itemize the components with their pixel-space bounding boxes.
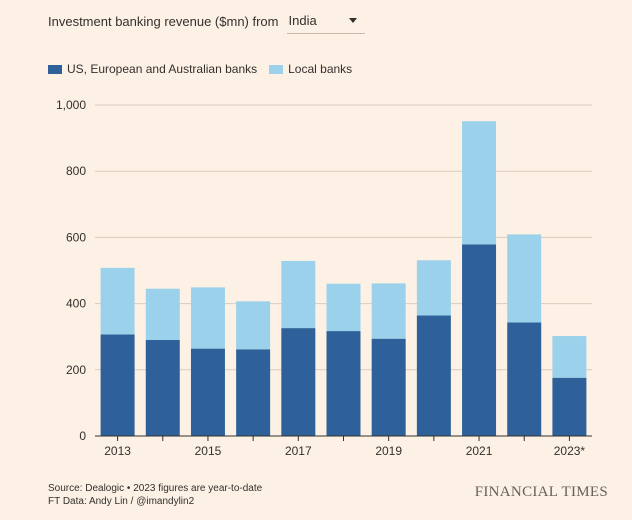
bar-local-2021 bbox=[462, 121, 497, 245]
legend-item-foreign: US, European and Australian banks bbox=[48, 62, 257, 76]
credit-note: FT Data: Andy Lin / @imandylin2 bbox=[48, 496, 195, 507]
y-tick-label: 600 bbox=[66, 230, 86, 244]
x-tick-label: 2023* bbox=[554, 444, 586, 458]
legend: US, European and Australian banks Local … bbox=[48, 62, 364, 76]
bar-local-2015 bbox=[190, 287, 225, 349]
y-tick-label: 0 bbox=[79, 429, 86, 443]
ft-logo: FINANCIAL TIMES bbox=[474, 484, 608, 500]
bar-chart: 0 200 400 600 800 1,000 2013 2015 2017 2019 2021 20… bbox=[56, 98, 592, 458]
bar-foreign-2015 bbox=[190, 348, 225, 436]
y-tick-label: 800 bbox=[66, 164, 86, 178]
y-tick-label: 200 bbox=[66, 363, 86, 377]
source-note: Source: Dealogic • 2023 figures are year… bbox=[48, 483, 263, 494]
legend-label-local: Local banks bbox=[288, 62, 353, 76]
legend-label-foreign: US, European and Australian banks bbox=[67, 62, 258, 76]
x-tick-label: 2013 bbox=[104, 444, 131, 458]
chevron-down-icon bbox=[348, 18, 357, 23]
bar-foreign-2023* bbox=[552, 377, 587, 436]
legend-item-local: Local banks bbox=[269, 62, 352, 76]
bar-foreign-2018 bbox=[326, 331, 361, 436]
bar-foreign-2016 bbox=[236, 349, 271, 436]
country-select[interactable]: India bbox=[286, 8, 365, 34]
bar-foreign-2017 bbox=[281, 328, 316, 436]
bar-local-2018 bbox=[326, 283, 361, 332]
bar-local-2019 bbox=[371, 283, 406, 339]
bar-foreign-2019 bbox=[371, 338, 406, 436]
bar-local-2017 bbox=[281, 260, 316, 329]
bar-foreign-2022 bbox=[507, 322, 542, 436]
x-tick-label: 2017 bbox=[285, 444, 312, 458]
footer: Source: Dealogic • 2023 figures are year… bbox=[48, 482, 262, 508]
bar-local-2022 bbox=[507, 234, 542, 323]
x-tick-label: 2019 bbox=[375, 444, 402, 458]
bar-local-2023* bbox=[552, 336, 587, 378]
bar-local-2013 bbox=[100, 267, 135, 335]
bar-foreign-2014 bbox=[145, 340, 180, 436]
bar-local-2016 bbox=[236, 301, 271, 350]
bar-foreign-2021 bbox=[462, 244, 497, 436]
country-select-value: India bbox=[288, 13, 317, 28]
x-tick-label: 2021 bbox=[466, 444, 493, 458]
x-tick-label: 2015 bbox=[195, 444, 222, 458]
bar-foreign-2013 bbox=[100, 334, 135, 436]
legend-swatch-local bbox=[269, 64, 284, 74]
chart-title: Investment banking revenue ($mn) from bbox=[48, 13, 279, 29]
chart-header: Investment banking revenue ($mn) from In… bbox=[48, 8, 365, 34]
y-tick-label: 1,000 bbox=[56, 98, 86, 112]
legend-swatch-foreign bbox=[48, 64, 62, 74]
bar-local-2020 bbox=[416, 260, 451, 316]
bar-foreign-2020 bbox=[416, 315, 451, 436]
bar-local-2014 bbox=[145, 288, 180, 341]
y-tick-label: 400 bbox=[66, 297, 86, 311]
